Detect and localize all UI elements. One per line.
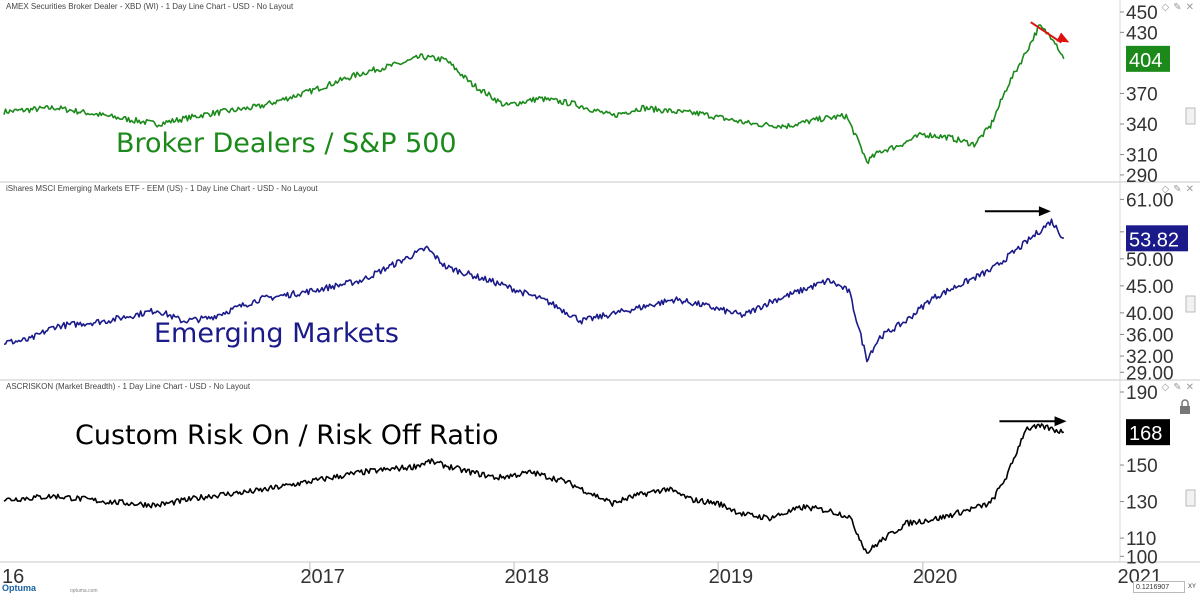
close-icon[interactable]: ✕ xyxy=(1185,184,1198,195)
panel-1-controls: ◇✎✕ xyxy=(1162,2,1198,13)
y-tick-label: 110 xyxy=(1126,529,1156,550)
series-line xyxy=(3,24,1065,165)
y-tick-label: 290 xyxy=(1126,166,1158,187)
panel-2-controls: ◇✎✕ xyxy=(1162,184,1198,195)
diamond-icon[interactable]: ◇ xyxy=(1161,2,1174,13)
y-tick-label: 130 xyxy=(1126,493,1158,514)
trend-arrow-head xyxy=(1056,32,1070,43)
chart-panel-2: 29.0032.0036.0040.0045.0050.0055.0061.00… xyxy=(3,190,1188,384)
y-tick-label: 370 xyxy=(1126,84,1158,105)
y-tick-label: 310 xyxy=(1126,146,1158,167)
optuma-logo: Optuma xyxy=(2,583,36,593)
y-tick-label: 450 xyxy=(1126,3,1158,24)
last-value-text: 404 xyxy=(1129,50,1162,72)
panel-1-title: AMEX Securities Broker Dealer - XBD (WI)… xyxy=(6,2,294,11)
y-tick-label: 190 xyxy=(1126,383,1158,404)
y-tick-label: 100 xyxy=(1126,547,1158,568)
x-tick-label: 2019 xyxy=(709,566,754,588)
close-icon[interactable]: ✕ xyxy=(1185,382,1198,393)
y-tick-label: 29.00 xyxy=(1126,363,1174,384)
trend-arrow-shaft xyxy=(1030,21,1062,44)
lock-icon xyxy=(1180,399,1190,414)
panel-2-title: iShares MSCI Emerging Markets ETF - EEM … xyxy=(6,184,318,193)
x-axis: 16 2017 2018 2019 2020 2021 xyxy=(2,562,1162,588)
panel-3-title: ASCRISKON (Market Breadth) - 1 Day Line … xyxy=(6,382,251,391)
lock-icon-shackle xyxy=(1181,399,1189,406)
diamond-icon[interactable]: ◇ xyxy=(1161,184,1174,195)
last-value-badge xyxy=(1126,45,1170,72)
zoom-readout[interactable]: 0.1216907 xyxy=(1133,581,1185,593)
diamond-icon[interactable]: ◇ xyxy=(1161,382,1174,393)
last-value-text: 53.82 xyxy=(1129,229,1179,251)
pin-icon[interactable]: ✎ xyxy=(1173,382,1186,393)
panel-3-controls: ◇✎✕ xyxy=(1162,382,1198,393)
x-tick-label: 16 xyxy=(2,566,24,588)
y-tick-label: 36.00 xyxy=(1126,325,1174,346)
xy-toggle[interactable]: XY xyxy=(1188,584,1197,590)
scroll-handle-icon xyxy=(1185,489,1196,507)
scroll-handle-icon xyxy=(1185,295,1196,313)
broker-dealers-label: Broker Dealers / S&P 500 xyxy=(116,128,457,159)
trend-arrow-head xyxy=(1038,206,1051,217)
optuma-logo-text: Optuma xyxy=(2,583,37,593)
pin-icon[interactable]: ✎ xyxy=(1173,184,1186,195)
x-tick-label: 2020 xyxy=(913,566,958,588)
last-value-badge xyxy=(1126,225,1188,252)
y-tick-label: 150 xyxy=(1126,456,1158,477)
y-tick-label: 45.00 xyxy=(1126,277,1174,298)
trend-arrow-head xyxy=(1054,416,1067,427)
lock-icon-body xyxy=(1180,406,1190,414)
x-tick-label: 2018 xyxy=(505,566,550,588)
last-value-text: 168 xyxy=(1129,423,1162,445)
pin-icon[interactable]: ✎ xyxy=(1173,2,1186,13)
scroll-handle-icon xyxy=(1185,107,1196,125)
y-tick-label: 61.00 xyxy=(1126,190,1174,211)
y-tick-label: 430 xyxy=(1126,23,1158,44)
y-tick-label: 40.00 xyxy=(1126,304,1174,325)
y-tick-label: 32.00 xyxy=(1126,347,1174,368)
close-icon[interactable]: ✕ xyxy=(1185,2,1198,13)
y-tick-label: 340 xyxy=(1126,115,1158,136)
last-value-badge xyxy=(1126,419,1170,446)
risk-ratio-label: Custom Risk On / Risk Off Ratio xyxy=(75,420,499,451)
series-line xyxy=(3,423,1064,554)
optuma-site: optuma.com xyxy=(70,588,98,594)
y-tick-label: 50.00 xyxy=(1126,250,1174,271)
emerging-markets-label: Emerging Markets xyxy=(154,318,399,349)
series-line xyxy=(3,218,1065,363)
x-tick-label: 2017 xyxy=(300,566,345,588)
